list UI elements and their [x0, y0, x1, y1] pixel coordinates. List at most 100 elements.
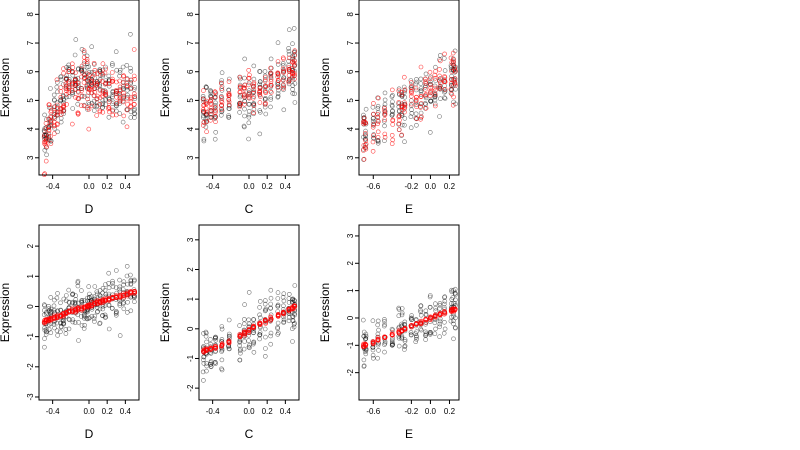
data-point: [428, 90, 433, 95]
x-tick-label: 0.0: [83, 182, 95, 191]
data-point: [84, 315, 89, 321]
data-point: [408, 316, 414, 321]
data-point: [100, 98, 106, 103]
data-point: [251, 110, 256, 115]
data-point: [442, 74, 447, 79]
data-point: [423, 319, 429, 325]
data-point: [370, 318, 376, 324]
data-point: [414, 79, 419, 85]
data-point: [89, 79, 94, 84]
data-point: [275, 59, 281, 64]
data-point: [86, 64, 91, 70]
data-point: [97, 83, 102, 89]
data-point: [402, 344, 407, 350]
data-point: [81, 313, 87, 318]
data-point: [418, 88, 424, 94]
data-point: [246, 75, 252, 81]
data-point: [58, 74, 64, 79]
y-tick-label: -1: [186, 354, 195, 362]
data-point: [423, 87, 428, 92]
data-point: [75, 110, 81, 116]
data-point: [375, 115, 380, 120]
data-point: [281, 303, 286, 309]
data-point: [409, 107, 414, 112]
data-point: [97, 67, 103, 72]
data-point: [375, 111, 381, 117]
x-tick-label: -0.2: [404, 182, 418, 191]
data-point: [246, 82, 251, 88]
data-point: [389, 102, 395, 108]
data-point: [48, 118, 54, 124]
data-point: [268, 82, 273, 88]
data-point: [54, 80, 60, 85]
data-point: [382, 317, 387, 322]
data-point: [242, 99, 248, 104]
data-point: [382, 322, 388, 327]
data-point: [106, 326, 112, 332]
data-point: [44, 117, 49, 122]
data-point: [204, 119, 209, 124]
data-point: [82, 75, 87, 80]
data-point: [371, 136, 377, 141]
data-point: [389, 332, 395, 337]
data-point: [128, 65, 133, 71]
data-point: [451, 94, 456, 100]
data-point: [263, 83, 269, 89]
data-point: [441, 56, 447, 61]
data-point: [441, 301, 447, 307]
data-point: [422, 76, 428, 82]
y-tick-label: 3: [346, 155, 355, 160]
data-point: [251, 330, 256, 336]
data-point: [97, 102, 102, 107]
data-point: [418, 76, 424, 82]
y-tick-label: 3: [26, 155, 35, 160]
panel-6: -0.6 -0.2 0.0 0.2 -2 -1 0 1 2 3 E Expression: [318, 224, 460, 441]
data-point: [85, 96, 90, 102]
data-point: [442, 89, 447, 95]
data-point: [92, 89, 97, 95]
data-point: [226, 339, 231, 345]
data-point: [399, 104, 404, 109]
data-point: [413, 99, 419, 105]
data-point: [54, 102, 60, 108]
data-point: [262, 298, 268, 303]
data-point: [42, 336, 47, 341]
y-axis-title: Expression: [318, 58, 332, 117]
data-point: [275, 77, 281, 83]
data-point: [419, 114, 424, 120]
data-point: [363, 141, 369, 147]
data-point: [238, 350, 243, 356]
data-point: [55, 291, 60, 296]
data-point: [212, 116, 218, 121]
data-point: [61, 320, 67, 326]
data-point: [213, 103, 218, 108]
data-point: [102, 315, 108, 320]
data-point: [281, 317, 287, 323]
data-point: [103, 64, 108, 70]
data-point: [132, 106, 138, 112]
data-point: [201, 378, 206, 383]
data-point: [128, 272, 133, 278]
data-point: [437, 57, 442, 62]
data-point: [437, 83, 443, 89]
data-point: [246, 109, 252, 114]
data-point: [60, 311, 66, 316]
data-point: [114, 112, 119, 118]
data-point: [413, 94, 419, 100]
y-tick-label: 0: [346, 315, 355, 320]
data-point: [201, 123, 206, 128]
data-point: [442, 326, 448, 332]
y-tick-label: 7: [26, 40, 35, 45]
data-point: [451, 59, 457, 65]
data-point: [61, 70, 66, 76]
data-point: [409, 313, 414, 318]
y-tick-label: 6: [186, 69, 195, 74]
data-point: [432, 103, 438, 109]
data-point: [257, 131, 263, 137]
data-point: [251, 63, 257, 69]
data-point: [376, 95, 381, 101]
x-tick-label: 0.4: [280, 182, 292, 191]
data-point: [100, 306, 106, 312]
data-point: [102, 92, 108, 98]
data-point: [75, 280, 81, 286]
